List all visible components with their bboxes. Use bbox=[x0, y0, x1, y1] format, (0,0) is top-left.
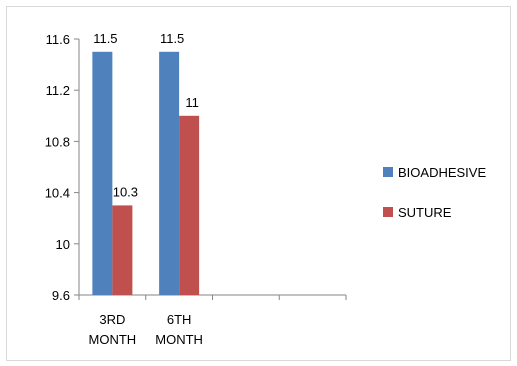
bar-bioadhesive bbox=[159, 51, 180, 295]
legend-label: SUTURE bbox=[398, 205, 452, 220]
y-tick-label: 10.8 bbox=[45, 134, 70, 149]
y-tick-label: 10 bbox=[56, 237, 70, 252]
y-tick-label: 11.6 bbox=[46, 32, 70, 47]
bar-suture bbox=[112, 205, 133, 295]
data-label: 10.3 bbox=[113, 184, 138, 199]
bar-suture bbox=[179, 115, 200, 295]
legend-swatch bbox=[383, 167, 393, 177]
y-tick-label: 11.2 bbox=[46, 83, 70, 98]
y-tick-label: 10.4 bbox=[45, 186, 70, 201]
y-tick-label: 9.6 bbox=[52, 288, 70, 303]
data-label: 11.5 bbox=[93, 31, 117, 46]
x-tick-label: MONTH bbox=[155, 332, 203, 347]
bars bbox=[92, 51, 200, 295]
data-label: 11.5 bbox=[160, 31, 184, 46]
x-tick-label: 3RD bbox=[99, 312, 125, 327]
x-tick-label: 6TH bbox=[167, 312, 192, 327]
legend: BIOADHESIVE SUTURE bbox=[383, 165, 486, 220]
legend-swatch bbox=[383, 207, 393, 217]
legend-label: BIOADHESIVE bbox=[398, 165, 486, 180]
axes: 9.6 10 10.4 10.8 11.2 11.6 3RD MONTH 6TH MONTH bbox=[45, 32, 347, 347]
data-labels: 11.5 11.5 10.3 11 bbox=[93, 31, 199, 200]
chart-frame bbox=[6, 6, 511, 361]
bar-bioadhesive bbox=[92, 51, 113, 295]
x-tick-label: MONTH bbox=[89, 332, 137, 347]
data-label: 11 bbox=[185, 95, 199, 110]
